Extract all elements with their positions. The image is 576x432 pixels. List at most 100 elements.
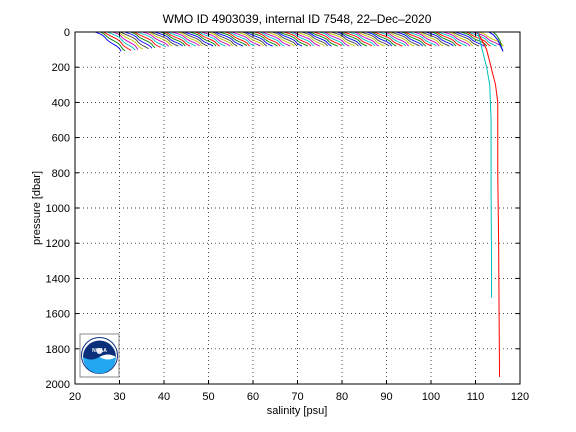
surface-profile-line <box>465 31 491 47</box>
surface-profile-line <box>171 31 200 47</box>
surface-profile-line <box>360 31 390 47</box>
x-tick-label: 30 <box>113 391 125 403</box>
profile-line <box>477 31 493 298</box>
surface-profile-line <box>150 31 179 47</box>
surface-profile-line <box>425 31 454 47</box>
surface-profile-line <box>340 31 368 47</box>
logo-seagull-icon <box>96 348 103 354</box>
x-tick-label: 120 <box>511 391 529 403</box>
surface-profile-line <box>189 31 217 47</box>
y-axis-ticks: 0 200 400 600 800 1000 1200 1400 1600 1800 2000 <box>46 27 520 391</box>
surface-profile-line <box>353 31 379 47</box>
surface-profile-line <box>383 31 410 47</box>
surface-profile-line <box>231 31 261 47</box>
surface-profile-line <box>136 31 167 48</box>
chart-title: WMO ID 4903039, internal ID 7548, 22–Dec… <box>163 12 432 26</box>
surface-profile-line <box>472 31 502 47</box>
x-tick-label: 90 <box>380 391 392 403</box>
profile-line <box>492 31 503 50</box>
surface-profile-line <box>309 31 338 47</box>
x-axis-label: salinity [psu] <box>267 405 328 417</box>
y-tick-label: 1600 <box>46 309 70 321</box>
surface-profile-line <box>248 31 278 47</box>
surface-profile-line <box>184 31 214 47</box>
surface-profile-line <box>212 31 238 47</box>
surface-profile-line <box>421 31 450 47</box>
surface-profile-line <box>259 31 285 47</box>
surface-profile-line <box>283 31 312 47</box>
surface-profile-line <box>254 31 281 47</box>
surface-profile-line <box>245 31 273 47</box>
surface-profile-line <box>357 31 385 47</box>
surface-profile-line <box>452 31 480 47</box>
surface-profile-line <box>348 31 376 47</box>
surface-profile-line <box>100 31 126 52</box>
surface-profile-line <box>218 31 248 47</box>
y-tick-label: 400 <box>52 97 70 109</box>
surface-profile-line <box>295 31 326 47</box>
surface-profile-line <box>390 31 420 47</box>
surface-profile-line <box>478 31 504 47</box>
x-tick-label: 100 <box>422 391 440 403</box>
surface-profile-line <box>194 31 220 47</box>
y-tick-label: 1200 <box>46 238 70 250</box>
x-tick-label: 40 <box>158 391 170 403</box>
surface-profile-line <box>313 31 343 47</box>
surface-profile-line <box>271 31 298 47</box>
x-tick-label: 70 <box>291 391 303 403</box>
surface-profile-line <box>395 31 423 47</box>
x-tick-label: 80 <box>336 391 348 403</box>
surface-profile-line <box>224 31 250 47</box>
surface-profile-line <box>147 31 173 47</box>
surface-profile-line <box>117 31 144 50</box>
surface-profile-line <box>119 31 149 50</box>
y-tick-label: 200 <box>52 62 70 74</box>
surface-profile-line <box>336 31 362 47</box>
y-tick-label: 600 <box>52 133 70 145</box>
logo-text: NOAA <box>92 348 107 354</box>
surface-profile-line <box>278 31 308 47</box>
surface-profile-line <box>442 31 471 47</box>
surface-profile-line <box>418 31 444 47</box>
y-tick-label: 1000 <box>46 203 70 215</box>
surface-profile-line <box>206 31 234 47</box>
surface-profile-line <box>242 31 268 47</box>
x-axis-ticks: 20 30 40 50 60 70 80 90 100 110 120 <box>69 32 529 403</box>
surface-profile-line <box>142 31 169 47</box>
surface-profile-line <box>94 31 122 52</box>
surface-profile-line <box>454 31 485 47</box>
surface-profile-line <box>468 31 497 47</box>
plot-lines <box>94 31 504 377</box>
profile-line <box>477 31 501 377</box>
surface-profile-line <box>306 31 332 47</box>
surface-profile-line <box>164 31 191 47</box>
surface-profile-line <box>198 31 226 47</box>
surface-profile-line <box>154 31 183 47</box>
y-tick-label: 2000 <box>46 379 70 391</box>
surface-profile-line <box>407 31 437 47</box>
surface-profile-line <box>201 31 231 47</box>
y-tick-label: 1400 <box>46 273 70 285</box>
surface-profile-line <box>371 31 397 47</box>
surface-profile-line <box>430 31 457 47</box>
surface-profile-line <box>289 31 315 47</box>
surface-profile-line <box>265 31 295 47</box>
y-tick-label: 1800 <box>46 344 70 356</box>
surface-profile-line <box>228 31 256 47</box>
y-tick-label: 0 <box>64 27 70 39</box>
y-axis-label: pressure [dbar] <box>31 171 43 245</box>
surface-profile-line <box>124 31 153 49</box>
surface-profile-line <box>330 31 359 47</box>
surface-profile-line <box>435 31 462 47</box>
x-tick-label: 60 <box>247 391 259 403</box>
surface-profile-line <box>318 31 345 47</box>
surface-profile-line <box>401 31 427 47</box>
surface-profile-line <box>301 31 328 47</box>
surface-profile-line <box>130 31 156 49</box>
surface-profile-line <box>106 31 136 51</box>
surface-profile-line <box>177 31 203 47</box>
surface-profile-line <box>181 31 208 47</box>
surface-profile-line <box>326 31 356 47</box>
surface-profile-line <box>377 31 407 47</box>
